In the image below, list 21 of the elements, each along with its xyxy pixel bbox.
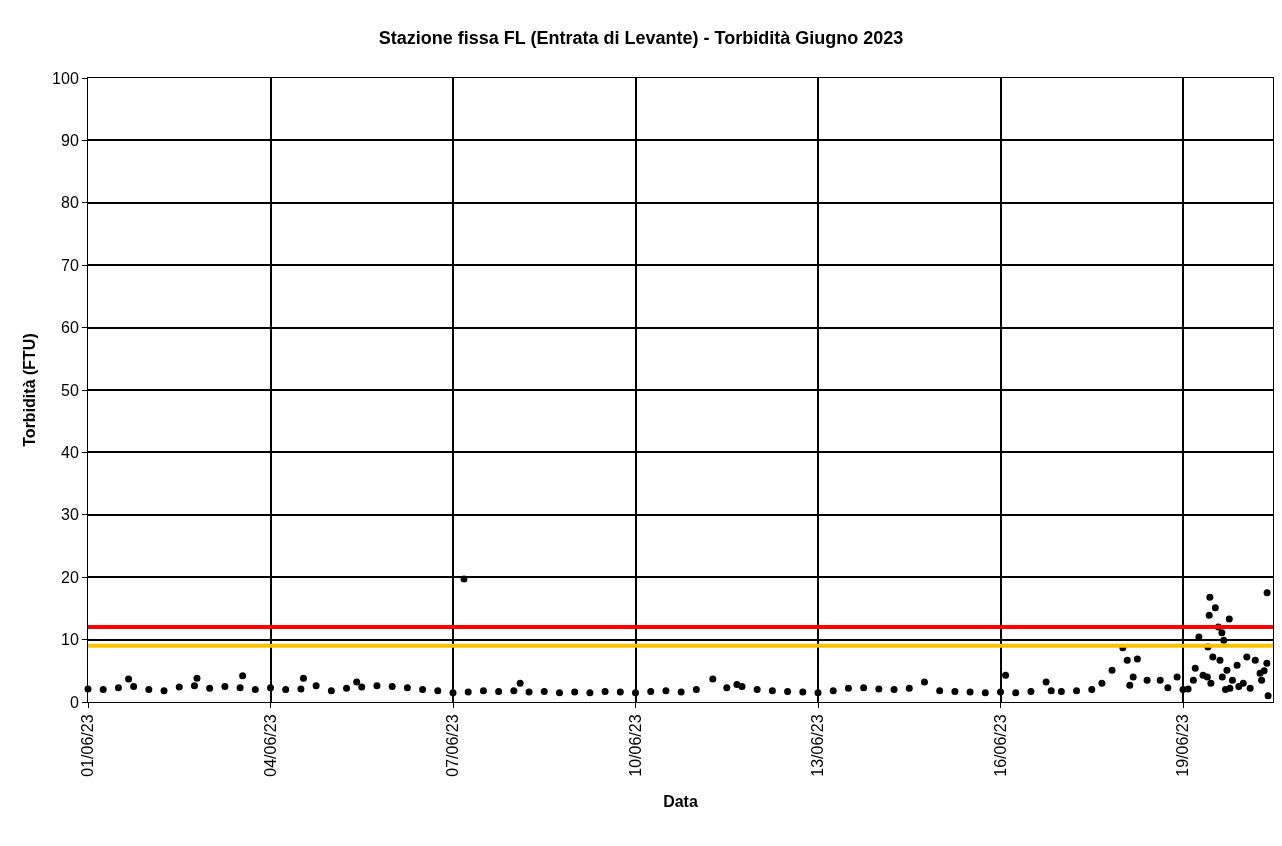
y-tick-label: 0 <box>69 693 79 711</box>
y-tick-label: 40 <box>61 444 79 461</box>
x-axis-title: Data <box>663 793 698 811</box>
x-tick-label: 19/06/23 <box>1174 714 1192 777</box>
x-tick-label: 01/06/23 <box>79 714 97 777</box>
y-tick-label: 60 <box>61 319 79 337</box>
y-tick-label: 50 <box>61 381 79 399</box>
y-tick-label: 70 <box>61 256 79 274</box>
x-tick-label: 07/06/23 <box>444 714 462 777</box>
y-axis-title: Torbidità (FTU) <box>21 333 38 447</box>
chart-title: Stazione fissa FL (Entrata di Levante) - Torbidità Giugno 2023 <box>378 28 904 49</box>
x-tick-label: 04/06/23 <box>261 714 279 777</box>
x-tick-label: 10/06/23 <box>626 714 644 777</box>
y-tick-label: 20 <box>61 568 79 586</box>
y-tick-label: 10 <box>61 631 79 649</box>
y-tick-label: 30 <box>61 506 79 524</box>
y-tick-label: 90 <box>61 132 79 149</box>
y-tick-label: 80 <box>61 194 79 212</box>
x-tick-label: 13/06/23 <box>809 714 827 777</box>
y-tick-label: 100 <box>52 69 79 87</box>
x-tick-label: 16/06/23 <box>991 714 1009 777</box>
